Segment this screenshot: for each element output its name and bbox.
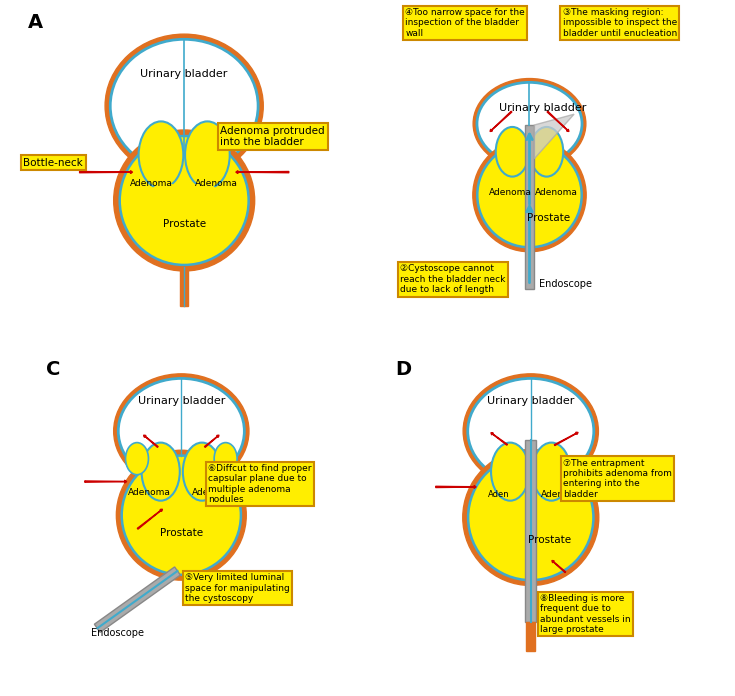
Ellipse shape xyxy=(463,374,598,489)
Text: C: C xyxy=(46,360,60,379)
Ellipse shape xyxy=(530,127,563,177)
Text: B: B xyxy=(405,13,420,32)
Text: ⑦The entrapment
prohibits adenoma from
entering into the
bladder: ⑦The entrapment prohibits adenoma from e… xyxy=(563,459,672,499)
Text: A: A xyxy=(28,13,43,32)
Text: Urinary bladder: Urinary bladder xyxy=(137,395,225,406)
Polygon shape xyxy=(94,567,180,633)
Text: Adenoma: Adenoma xyxy=(196,179,238,188)
Text: ④Too narrow space for the
inspection of the bladder
wall: ④Too narrow space for the inspection of … xyxy=(405,8,525,38)
Circle shape xyxy=(120,136,248,265)
Ellipse shape xyxy=(477,82,582,165)
Ellipse shape xyxy=(126,443,148,475)
Polygon shape xyxy=(534,114,574,159)
Text: Prostate: Prostate xyxy=(527,213,570,223)
Ellipse shape xyxy=(473,79,586,169)
Ellipse shape xyxy=(185,121,230,189)
Ellipse shape xyxy=(214,443,237,475)
Text: Adenoma protruded
into the bladder: Adenoma protruded into the bladder xyxy=(220,126,325,148)
Text: Adenoma: Adenoma xyxy=(542,490,584,499)
Circle shape xyxy=(114,130,254,271)
Text: ⑥Diffcut to find proper
capsular plane due to
multiple adenoma
nodules: ⑥Diffcut to find proper capsular plane d… xyxy=(208,464,312,504)
Ellipse shape xyxy=(139,121,183,189)
Text: Prostate: Prostate xyxy=(528,535,571,546)
Ellipse shape xyxy=(184,182,222,227)
Text: Adenoma: Adenoma xyxy=(489,188,532,197)
Text: ⑧Bleeding is more
frequent due to
abundant vessels in
large prostate: ⑧Bleeding is more frequent due to abunda… xyxy=(540,594,631,634)
Text: Bottle-neck: Bottle-neck xyxy=(24,157,83,168)
Polygon shape xyxy=(525,440,537,622)
Text: Prostate: Prostate xyxy=(162,219,206,229)
Text: ②Cystoscope cannot
reach the bladder neck
due to lack of length: ②Cystoscope cannot reach the bladder nec… xyxy=(401,264,506,294)
Ellipse shape xyxy=(110,39,258,173)
Circle shape xyxy=(116,450,246,580)
Text: Urinary bladder: Urinary bladder xyxy=(140,69,228,79)
Text: Urinary bladder: Urinary bladder xyxy=(498,103,586,113)
Ellipse shape xyxy=(142,443,180,500)
Text: Adenoma: Adenoma xyxy=(535,188,578,197)
Polygon shape xyxy=(180,267,188,306)
Ellipse shape xyxy=(118,379,244,484)
Text: Urinary bladder: Urinary bladder xyxy=(487,395,575,406)
Text: D: D xyxy=(395,360,412,379)
Text: Adenoma: Adenoma xyxy=(192,488,235,497)
Ellipse shape xyxy=(146,182,184,227)
Circle shape xyxy=(122,456,241,575)
Circle shape xyxy=(477,143,581,247)
Circle shape xyxy=(463,450,599,585)
Ellipse shape xyxy=(467,379,594,484)
Ellipse shape xyxy=(532,443,570,500)
Ellipse shape xyxy=(114,374,249,489)
Text: Adenoma: Adenoma xyxy=(130,179,173,188)
Ellipse shape xyxy=(183,443,221,500)
Text: Endoscope: Endoscope xyxy=(91,628,144,638)
Text: ⑤Very limited luminal
space for manipulating
the cystoscopy: ⑤Very limited luminal space for manipula… xyxy=(185,574,290,603)
Text: Adenoma: Adenoma xyxy=(128,488,171,497)
Polygon shape xyxy=(525,125,534,289)
Polygon shape xyxy=(526,622,535,651)
Text: Endoscope: Endoscope xyxy=(539,278,592,289)
Circle shape xyxy=(473,139,587,252)
Text: Aden: Aden xyxy=(488,490,509,499)
Ellipse shape xyxy=(105,34,263,177)
Text: ③The masking region:
impossible to inspect the
bladder until enucleation: ③The masking region: impossible to inspe… xyxy=(562,8,677,38)
Circle shape xyxy=(468,454,593,580)
Ellipse shape xyxy=(495,127,529,177)
Ellipse shape xyxy=(491,443,529,500)
Text: Prostate: Prostate xyxy=(159,528,203,538)
